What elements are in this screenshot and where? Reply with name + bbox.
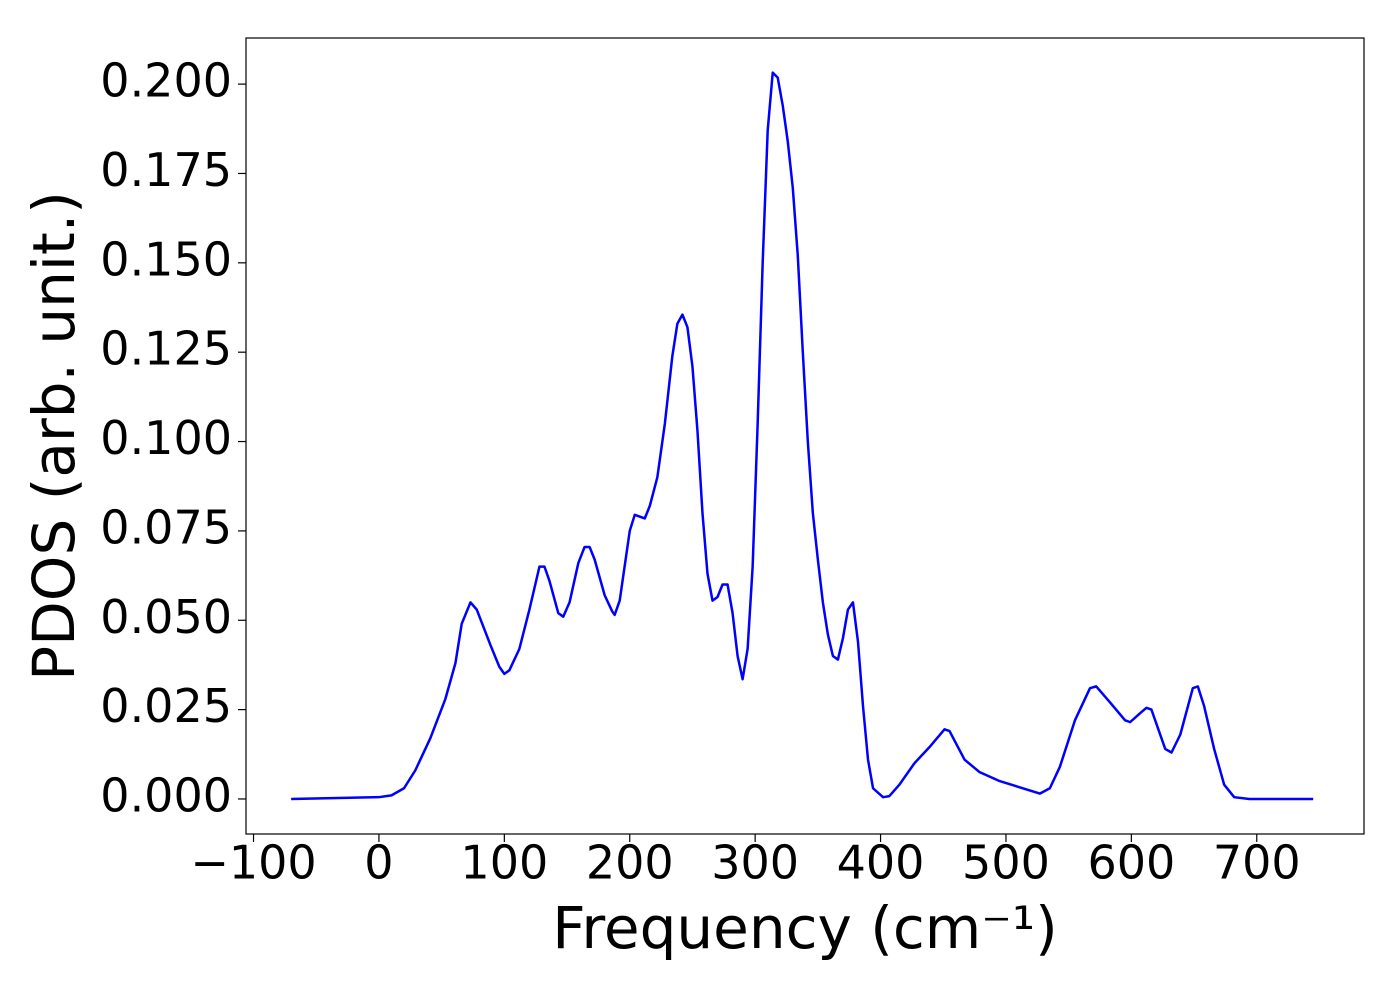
y-axis-label: PDOS (arb. unit.) [20, 191, 88, 681]
y-tick-label: 0.000 [100, 768, 232, 822]
x-tick-label: 500 [962, 836, 1050, 890]
y-tick-label: 0.025 [100, 679, 232, 733]
x-tick-label: 400 [837, 836, 925, 890]
y-tick-label: 0.050 [100, 590, 232, 644]
x-tick-label: 200 [586, 836, 674, 890]
x-axis-label: Frequency (cm⁻¹) [552, 894, 1058, 962]
x-tick-label: −100 [190, 836, 316, 890]
y-tick-label: 0.175 [100, 143, 232, 197]
y-tick-label: 0.125 [100, 322, 232, 376]
plot-frame [245, 37, 1365, 835]
y-tick-label: 0.150 [100, 232, 232, 286]
pdos-line [291, 71, 1314, 801]
y-tick-label: 0.200 [100, 54, 232, 108]
x-tick-label: 100 [460, 836, 548, 890]
y-tick-label: 0.075 [100, 500, 232, 554]
x-tick-label: 700 [1213, 836, 1301, 890]
y-tick-label: 0.100 [100, 411, 232, 465]
x-tick-label: 300 [711, 836, 799, 890]
x-tick-label: 0 [364, 836, 393, 890]
x-tick-label: 600 [1087, 836, 1175, 890]
